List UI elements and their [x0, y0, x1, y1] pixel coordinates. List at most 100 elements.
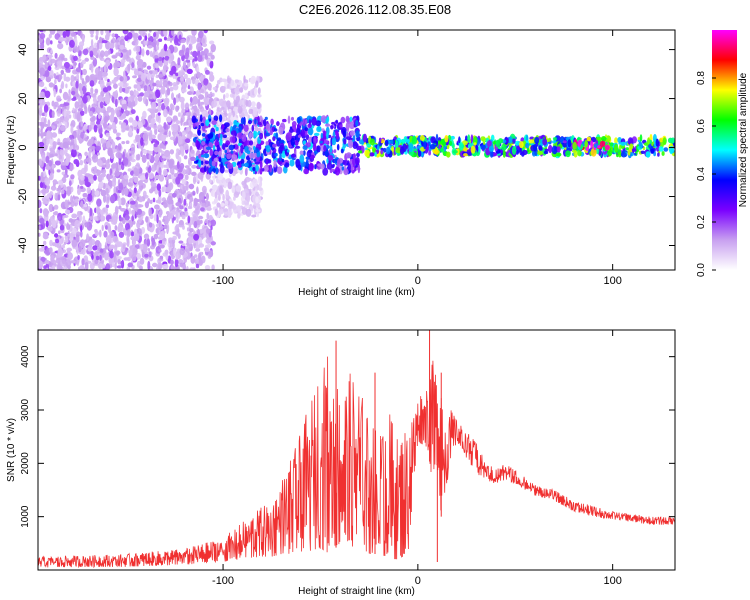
spectrogram-cell — [106, 85, 112, 91]
spectrogram-cell — [567, 139, 572, 148]
spectrogram-cell — [178, 112, 181, 117]
x-tick-label: -100 — [212, 575, 234, 587]
spectrogram-cell — [125, 222, 130, 231]
spectrogram-cell — [56, 72, 59, 76]
spectrogram-cell — [58, 230, 61, 235]
spectrogram-cell — [147, 248, 151, 252]
spectrogram-cell — [117, 225, 123, 232]
spectrogram-cell — [82, 48, 89, 56]
spectrogram-cell — [227, 211, 232, 218]
spectrogram-cell — [198, 252, 202, 261]
spectrogram-cell — [175, 252, 179, 261]
spectrogram-cell — [198, 124, 201, 130]
spectrogram-cell — [111, 122, 116, 131]
spectrogram-cell — [158, 38, 163, 42]
spectrogram-cell — [188, 56, 194, 60]
spectrogram-cell — [89, 145, 96, 150]
spectrogram-cell — [193, 254, 198, 258]
spectrogram-cell — [61, 37, 67, 42]
spectrogram-cell — [206, 166, 210, 175]
spectrogram-cell — [72, 143, 76, 151]
spectrogram-cell — [204, 219, 209, 224]
spectrogram-cell — [65, 167, 68, 176]
spectrogram-cell — [157, 59, 163, 66]
spectrogram-cell — [152, 150, 155, 157]
spectrogram-cell — [264, 116, 268, 120]
spectrogram-cell — [38, 100, 42, 104]
spectrogram-cell — [237, 161, 241, 165]
spectrogram-cell — [335, 119, 339, 124]
spectrogram-cell — [650, 148, 655, 154]
spectrogram-cell — [70, 123, 74, 127]
spectrogram-cell — [173, 37, 179, 46]
spectrogram-cell — [147, 45, 153, 49]
spectrogram-cell — [95, 30, 99, 37]
spectrogram-cell — [195, 139, 199, 148]
spectrogram-cell — [221, 106, 225, 110]
spectrogram-cell — [121, 141, 126, 145]
spectrogram-cell — [213, 115, 219, 122]
spectrogram-cell — [49, 109, 53, 118]
spectrogram-cell — [149, 199, 153, 204]
spectrogram-cell — [105, 132, 111, 138]
spectrogram-cell — [113, 83, 118, 89]
spectrogram-cell — [218, 194, 221, 201]
spectrogram-cell — [105, 204, 110, 209]
spectrogram-cell — [143, 91, 150, 98]
spectrogram-cell — [118, 231, 124, 238]
spectrogram-cell — [42, 30, 46, 33]
spectrogram-cell — [167, 80, 171, 85]
spectrogram-cell — [302, 130, 305, 137]
y-tick-label: 4000 — [20, 345, 31, 368]
spectrogram-cell — [205, 192, 209, 201]
spectrogram-cell — [80, 167, 87, 175]
spectrogram-cell — [176, 207, 180, 211]
spectrogram-cell — [126, 256, 131, 262]
spectrogram-cell — [118, 121, 122, 125]
spectrogram-cell — [197, 171, 204, 180]
spectrogram-cell — [53, 73, 56, 79]
spectrogram-cell — [546, 138, 550, 142]
spectrogram-cell — [131, 253, 137, 262]
spectrogram-cell — [492, 141, 497, 145]
spectrogram-cell — [101, 71, 108, 77]
spectrogram-cell — [228, 108, 232, 113]
spectrogram-cell — [163, 36, 167, 41]
spectrogram-cell — [271, 151, 277, 159]
spectrogram-cell — [56, 169, 61, 173]
spectrogram-cell — [356, 152, 360, 158]
spectrogram-cell — [111, 79, 117, 85]
spectrogram-cell — [81, 59, 86, 65]
spectrogram-cell — [44, 177, 51, 186]
spectrogram-cell — [138, 217, 142, 224]
spectrogram-cell — [89, 207, 93, 217]
spectrogram-cell — [89, 50, 94, 58]
spectrogram-cell — [196, 42, 202, 51]
spectrogram-cell — [80, 201, 84, 208]
spectrogram-cell — [133, 195, 137, 200]
spectrogram-cell — [257, 94, 262, 98]
spectrogram-cell — [93, 124, 98, 133]
spectrogram-cell — [179, 96, 185, 103]
spectrogram-cell — [289, 128, 294, 133]
spectrogram-cell — [326, 162, 333, 170]
spectrogram-cell — [226, 132, 231, 136]
spectrogram-cell — [96, 205, 100, 214]
spectrogram-cell — [163, 30, 168, 37]
spectrogram-cell — [50, 49, 53, 54]
spectrogram-cell — [162, 263, 169, 270]
spectrogram-cell — [207, 52, 213, 57]
spectrogram-cell — [157, 262, 163, 270]
spectrogram-cell — [590, 140, 594, 148]
spectrogram-cell — [233, 191, 239, 198]
spectrogram-cell — [272, 143, 277, 148]
spectrogram-cell — [133, 177, 138, 183]
spectrogram-cell — [44, 61, 49, 70]
spectrogram-cell — [168, 130, 171, 138]
spectrogram-cell — [136, 59, 143, 68]
spectrogram-cell — [508, 136, 513, 144]
spectrogram-cell — [156, 227, 160, 236]
spectrogram-cell — [78, 137, 83, 144]
spectrogram-cell — [136, 45, 141, 53]
spectrogram-cell — [155, 63, 159, 69]
